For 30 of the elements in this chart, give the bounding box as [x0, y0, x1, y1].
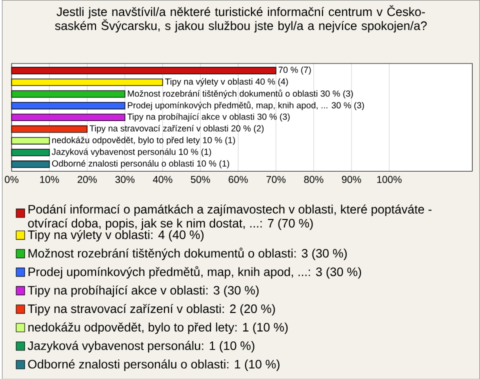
x-tick-label: 50% [190, 176, 210, 183]
x-tick-label: 40% [152, 176, 172, 183]
chart-title: Jestli jste navštívil/a některé turistické informační centrum v Česko-saském Švýcarsku, s jakou službou jste byl/a a nejvíce spokojen/a? [55, 5, 427, 32]
x-tick-label: 0% [4, 176, 18, 183]
x-tick-label: 10% [40, 176, 60, 183]
legend-label: nedokážu odpovědět, bylo to před lety: 1 (10 %) [28, 322, 288, 334]
x-tick-label: 100% [377, 176, 402, 183]
legend-label: Podání informací o památkách a zajímavostech v oblasti, které poptáváte - otvírací doba, popis, jak se k nim dostat, ...: 7 (70 %) [28, 204, 432, 230]
legend-label: Odborné znalosti personálu o oblasti: 1 (10 %) [28, 359, 280, 371]
legend-label: Tipy na probíhající akce v oblasti: 3 (30 %) [28, 285, 259, 297]
legend-label: Možnost rozebrání tištěných dokumentů o oblasti: 3 (30 %) [28, 247, 347, 260]
data-label: Prodej upomínkových předmětů, map, knih apod, ... 30 % (3) [128, 101, 364, 110]
x-tick-label: 90% [342, 176, 362, 183]
data-label: Tipy na probíhající akce v oblasti 30 % (3) [127, 113, 290, 122]
data-label: Možnost rozebrání tištěných dokumentů o oblasti 30 % (3) [128, 89, 353, 98]
data-label: Odborné znalosti personálu o oblasti 10 % (1) [52, 160, 230, 168]
data-label: Tipy na stravovací zařízení v oblasti 20 % (2) [90, 124, 264, 134]
x-tick-label: 60% [228, 176, 248, 183]
x-tick-label: 70% [266, 176, 286, 183]
x-tick-label: 30% [115, 176, 135, 183]
legend-label: Tipy na stravovací zařízení v oblasti: 2 (20 %) [28, 304, 275, 316]
legend-label: Tipy na výlety v oblasti: 4 (40 %) [28, 230, 204, 242]
data-label: nedokážu odpovědět, bylo to před lety 10 % (1) [52, 136, 235, 145]
x-tick-label: 20% [78, 176, 97, 183]
legend-label: Jazyková vybavenost personálu: 1 (10 %) [28, 340, 254, 352]
x-tick-label: 80% [304, 176, 324, 183]
data-label: 70 % (7) [278, 66, 311, 74]
data-label: Tipy na výlety v oblasti 40 % (4) [165, 78, 288, 86]
legend-label: Prodej upomínkových předmětů, map, knih apod, ...: 3 (30 %) [28, 266, 362, 278]
data-label: Jazyková vybavenost personálu 10 % (1) [52, 148, 212, 156]
